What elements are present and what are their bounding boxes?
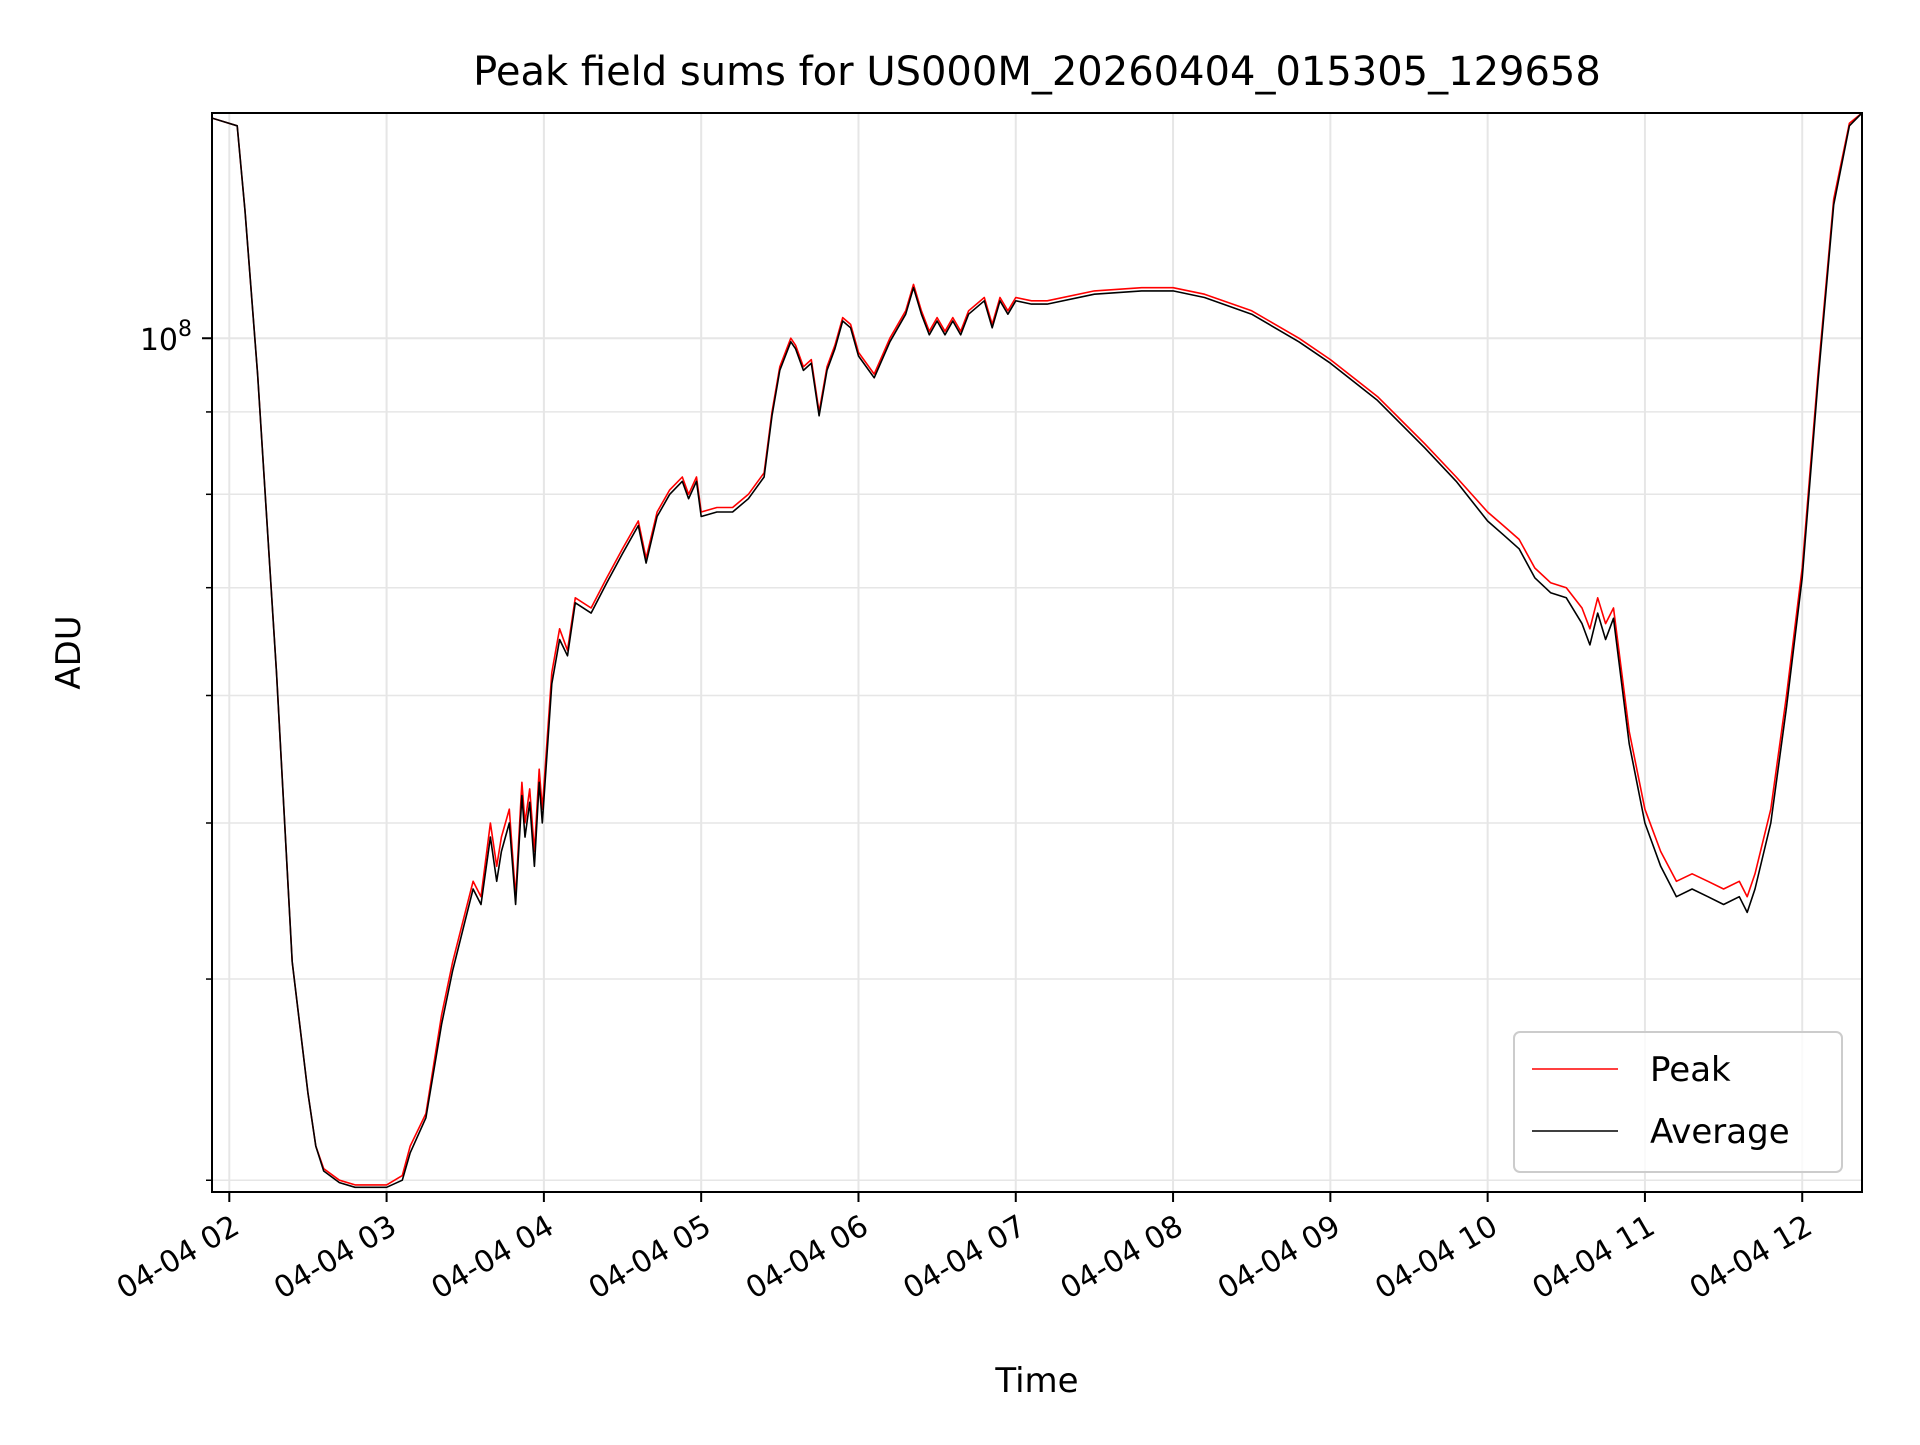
legend: Peak Average — [1513, 1031, 1843, 1173]
legend-box — [1513, 1031, 1843, 1173]
plot-frame — [211, 112, 1863, 1193]
series-line-peak — [212, 113, 1862, 1186]
series-line-average — [212, 113, 1862, 1189]
y-tick-label-exponent: 8 — [178, 317, 192, 342]
chart-title: Peak field sums for US000M_20260404_0153… — [473, 49, 1601, 95]
y-tick-label: 108 — [140, 317, 192, 358]
legend-label-peak: Peak — [1650, 1050, 1731, 1090]
x-axis-label: Time — [994, 1361, 1078, 1401]
y-axis-label: ADU — [49, 615, 89, 689]
legend-label-average: Average — [1650, 1112, 1790, 1152]
series-layer — [212, 113, 1862, 1189]
grid — [212, 113, 1862, 1192]
